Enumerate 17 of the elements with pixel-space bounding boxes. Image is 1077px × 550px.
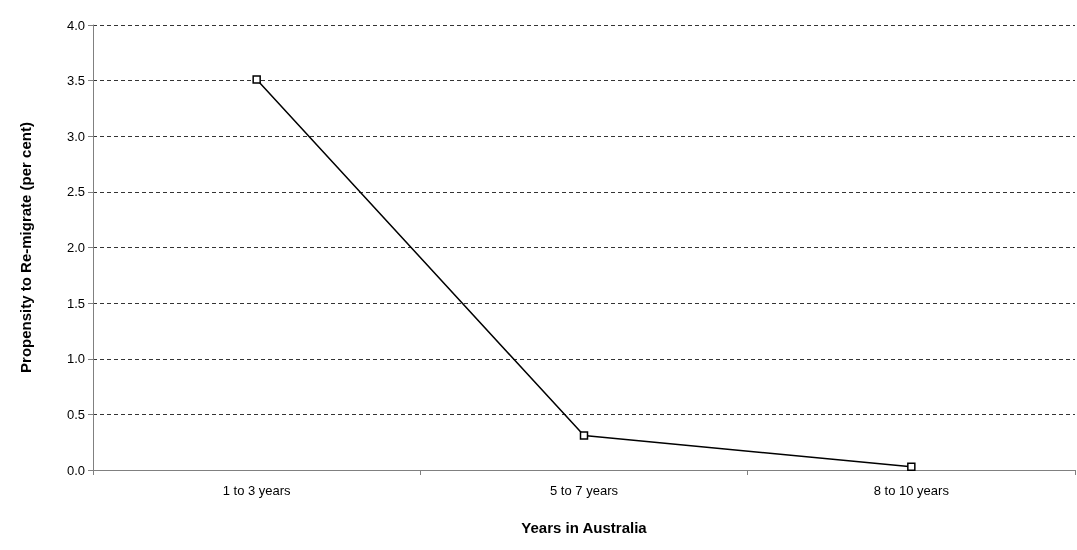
y-tick-label: 1.0 [66,351,85,367]
y-tick-label: 0.0 [66,462,85,478]
y-tick-label: 0.5 [66,406,85,422]
point [252,75,261,84]
y-tick-label: 3.5 [66,73,85,89]
x-tick-label: 8 to 10 years [873,483,950,498]
point [907,462,916,471]
point [579,431,589,440]
y-tick-label: 1.5 [66,295,85,311]
y-tick-label: 3.0 [66,128,85,144]
y-tick-label: 4.0 [66,17,85,33]
x-tick-label: 5 to 7 years [550,483,619,498]
x-axis-title: Years in Australia [521,519,648,536]
y-tick-label: 2.0 [66,240,85,255]
y-axis-title: Propensity to Re-migrate (per cent) [17,122,34,373]
x-tick-label: 1 to 3 years [222,483,292,498]
y-tick-label: 2.5 [66,184,85,200]
